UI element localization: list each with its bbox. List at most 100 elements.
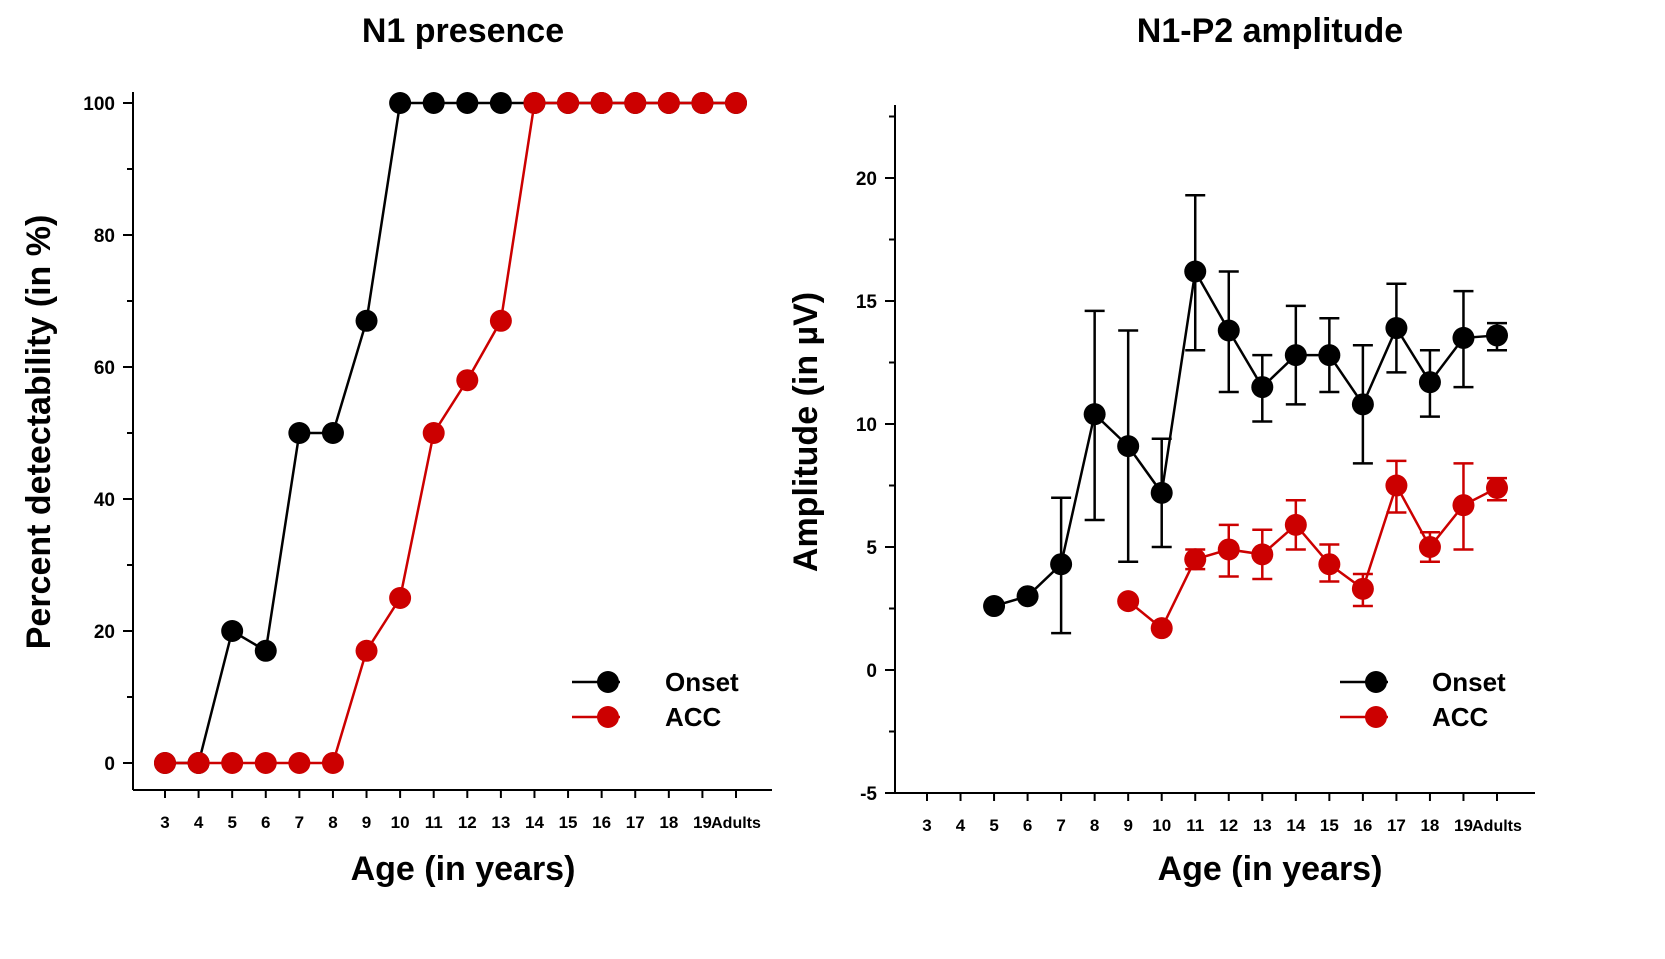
x-tick-label: 18 (659, 813, 678, 832)
y-tick-label: -5 (860, 784, 877, 805)
x-tick-label: 15 (1320, 816, 1339, 835)
y-tick-label: 20 (856, 169, 877, 190)
chart-title: N1-P2 amplitude (1137, 12, 1403, 50)
x-tick-label: 8 (1090, 816, 1099, 835)
x-axis-label: Age (in years) (1158, 850, 1383, 888)
y-tick-label: 20 (94, 622, 115, 643)
data-point (221, 620, 244, 642)
series-onset (154, 92, 747, 774)
y-tick-label: 15 (856, 292, 878, 313)
chart-panel-1: N1 presence Age (in years) Percent detecta… (20, 12, 772, 888)
legend-label: Onset (665, 667, 739, 697)
series-line (165, 101, 736, 765)
data-point (221, 752, 244, 774)
data-point (254, 752, 277, 774)
y-tick-label: 0 (104, 754, 115, 775)
legend-marker (1365, 706, 1387, 728)
data-point (456, 92, 479, 114)
x-tick-label: 5 (989, 816, 998, 835)
data-point (557, 92, 580, 114)
chart-title: N1 presence (362, 12, 564, 50)
data-point (1385, 474, 1408, 497)
x-tick-label: 10 (391, 813, 410, 832)
x-tick-label: 9 (1123, 816, 1132, 835)
data-point (1217, 538, 1240, 561)
x-tick-label: 7 (295, 813, 304, 832)
data-point (288, 752, 311, 774)
series-onset (983, 193, 1508, 635)
data-point (355, 639, 378, 662)
data-point (1486, 476, 1508, 499)
x-tick-label: 12 (458, 813, 477, 832)
series-line (1127, 482, 1498, 631)
y-tick-label: 80 (94, 226, 115, 247)
x-tick-label: 7 (1056, 816, 1065, 835)
data-point (422, 92, 445, 114)
data-point (1150, 481, 1173, 504)
x-tick-label: 16 (592, 813, 611, 832)
data-point (489, 309, 512, 332)
data-point (1117, 590, 1140, 613)
data-point (288, 422, 311, 444)
data-point (1217, 319, 1240, 342)
y-tick-label: 60 (94, 358, 115, 379)
data-point (1016, 585, 1039, 608)
x-tick-label: 5 (227, 813, 236, 832)
chart-panel-2: N1-P2 amplitude Age (in years) Amplitude (… (787, 12, 1535, 888)
x-tick-label: 11 (425, 813, 443, 832)
x-tick-label: 4 (956, 816, 966, 835)
data-point (1251, 543, 1274, 566)
x-tick-label: 13 (491, 813, 510, 832)
x-tick-label: 17 (626, 813, 645, 832)
data-point (1184, 548, 1207, 571)
data-point (1418, 536, 1441, 558)
data-point (1452, 326, 1475, 349)
data-point (355, 309, 378, 332)
data-point (456, 369, 479, 392)
data-point (523, 92, 546, 114)
y-tick-label: 5 (866, 538, 877, 559)
x-tick-label: Adults (1472, 818, 1522, 835)
y-axis-label: Percent detectability (in %) (20, 215, 58, 650)
legend-item-onset: Onset (1340, 667, 1506, 697)
y-tick-label: 100 (83, 94, 115, 115)
x-tick-label: 3 (922, 816, 931, 835)
data-point (1284, 344, 1307, 367)
x-tick-label: 19 (1454, 816, 1473, 835)
data-point (624, 92, 647, 114)
x-tick-label: 4 (194, 813, 204, 832)
x-tick-label: 19 (693, 813, 712, 832)
x-tick-label: 14 (1286, 816, 1305, 835)
legend-marker (597, 671, 619, 693)
legend-item-onset: Onset (572, 667, 739, 697)
data-point (489, 92, 512, 114)
x-tick-label: 18 (1420, 816, 1439, 835)
series-acc (1117, 459, 1508, 640)
data-point (422, 422, 445, 444)
x-tick-label: 6 (1023, 816, 1032, 835)
data-point (1284, 513, 1307, 536)
data-point (691, 92, 714, 114)
x-tick-label: 16 (1353, 816, 1372, 835)
data-point (1184, 260, 1207, 283)
data-point (1418, 371, 1441, 394)
y-axis-label: Amplitude (in µV) (787, 292, 825, 572)
data-point (321, 422, 344, 444)
data-point (389, 92, 412, 114)
data-point (1150, 617, 1173, 640)
x-tick-label: 11 (1186, 816, 1204, 835)
legend-marker (1365, 671, 1387, 693)
legend-item-acc: ACC (572, 702, 722, 732)
y-tick-label: 40 (94, 490, 115, 511)
x-tick-label: 15 (559, 813, 578, 832)
data-point (254, 639, 277, 662)
x-tick-label: 14 (525, 813, 544, 832)
series-line (165, 101, 736, 765)
data-point (389, 587, 412, 609)
data-point (1117, 435, 1140, 458)
x-tick-label: 12 (1219, 816, 1238, 835)
data-point (1385, 317, 1408, 340)
data-point (983, 595, 1006, 618)
data-point (1351, 577, 1374, 600)
